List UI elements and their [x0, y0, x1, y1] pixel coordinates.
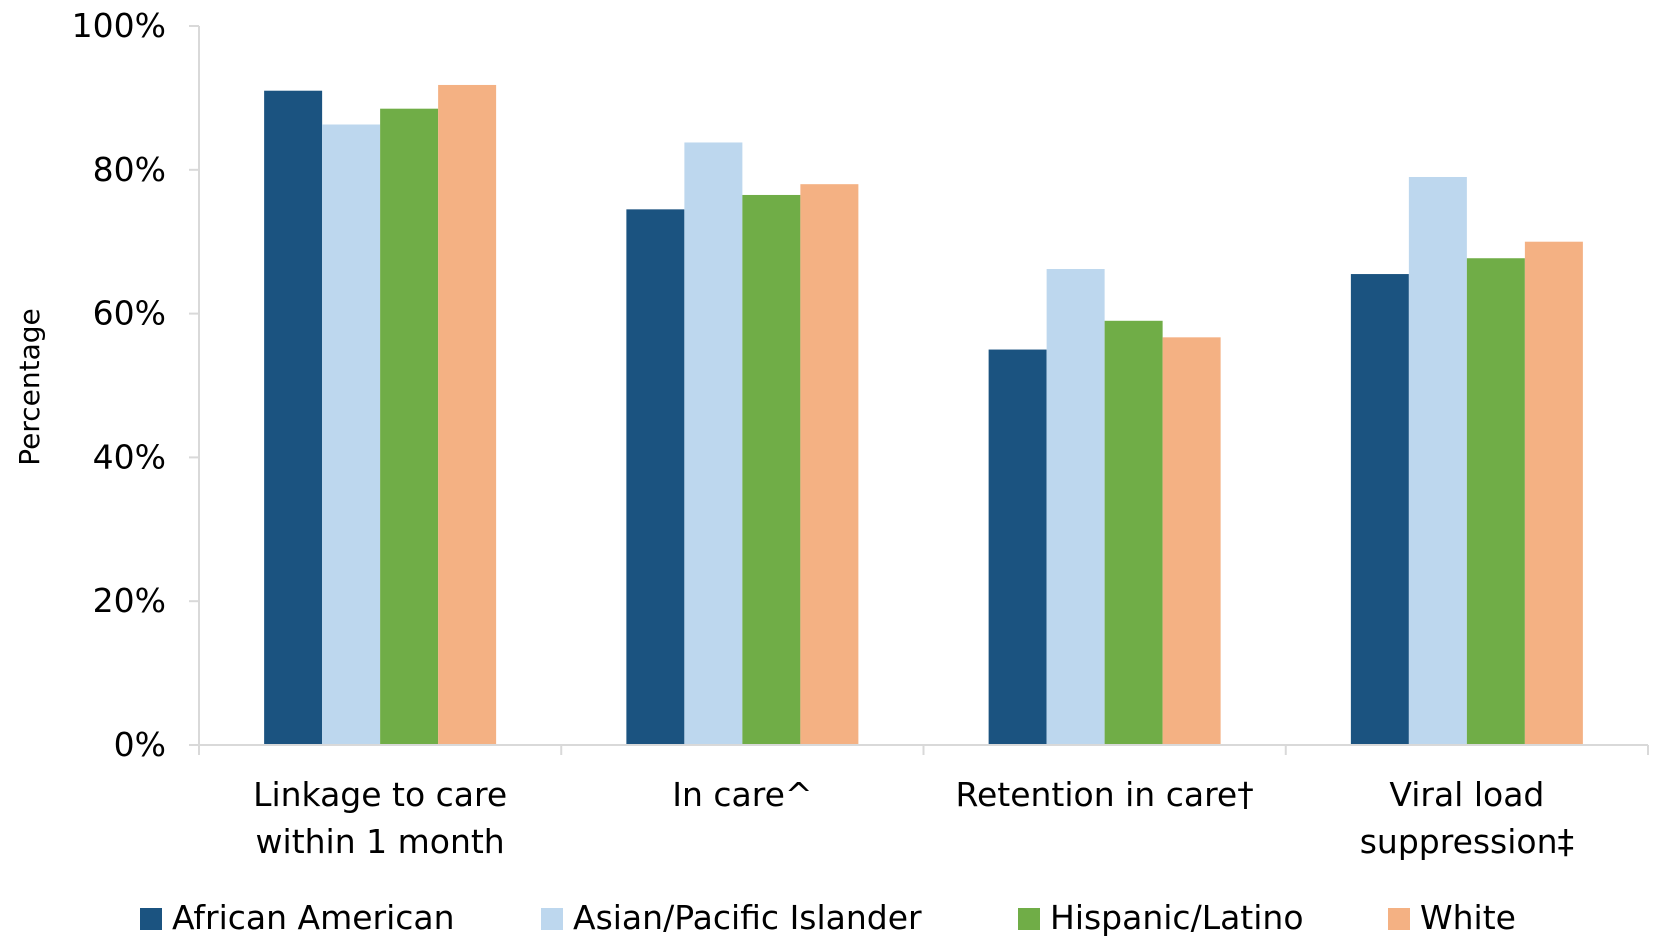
x-tick-label-line: within 1 month: [256, 822, 505, 861]
legend-swatch: [541, 908, 563, 930]
bar: [1524, 241, 1583, 745]
legend: African American Asian/Pacific Islander Hi…: [140, 898, 1516, 937]
x-tick-label: In care^: [672, 775, 812, 814]
bar: [380, 108, 439, 745]
bar: [988, 349, 1047, 745]
x-tick-label: Retention in care†: [956, 775, 1254, 814]
bar: [742, 194, 801, 746]
y-axis-title: Percentage: [13, 308, 46, 466]
x-tick-label-line: suppression‡: [1360, 822, 1574, 861]
x-tick-label-line: In care^: [672, 775, 812, 814]
bar: [1162, 337, 1221, 745]
bar: [684, 142, 743, 745]
y-tick-label: 20%: [93, 581, 166, 620]
x-tick-label: Viral load suppression‡: [1360, 775, 1574, 861]
legend-label: African American: [172, 898, 455, 937]
x-axis-labels: Linkage to care within 1 month In care^ Ret…: [253, 775, 1574, 861]
x-tick-label-line: Retention in care†: [956, 775, 1254, 814]
x-tick-label-line: Linkage to care: [253, 775, 507, 814]
y-tick-label: 40%: [93, 437, 166, 476]
y-tick-label: 0%: [114, 725, 166, 764]
y-axis-ticks: 0% 20% 40% 60% 80% 100%: [72, 6, 166, 764]
bar: [438, 84, 497, 745]
bar: [264, 90, 323, 745]
y-tick-label: 60%: [93, 294, 166, 333]
legend-label: White: [1420, 898, 1516, 937]
axes: [189, 25, 1649, 755]
legend-item: White: [1388, 898, 1516, 937]
bar: [1350, 274, 1409, 745]
y-tick-label: 100%: [72, 6, 166, 45]
bar: [1046, 269, 1105, 745]
legend-swatch: [140, 908, 162, 930]
legend-label: Hispanic/Latino: [1050, 898, 1304, 937]
bar: [1408, 176, 1467, 746]
legend-item: Hispanic/Latino: [1018, 898, 1304, 937]
x-tick-label: Linkage to care within 1 month: [253, 775, 507, 861]
bar: [1104, 320, 1163, 745]
legend-label: Asian/Pacific Islander: [573, 898, 922, 937]
bar: [1466, 258, 1525, 745]
legend-item: African American: [140, 898, 455, 937]
bars: [264, 84, 1583, 746]
legend-swatch: [1388, 908, 1410, 930]
bar: [322, 124, 381, 746]
x-tick-label-line: Viral load: [1389, 775, 1544, 814]
bar: [800, 184, 859, 745]
y-tick-label: 80%: [93, 150, 166, 189]
legend-swatch: [1018, 908, 1040, 930]
legend-item: Asian/Pacific Islander: [541, 898, 922, 937]
bar: [626, 209, 685, 746]
